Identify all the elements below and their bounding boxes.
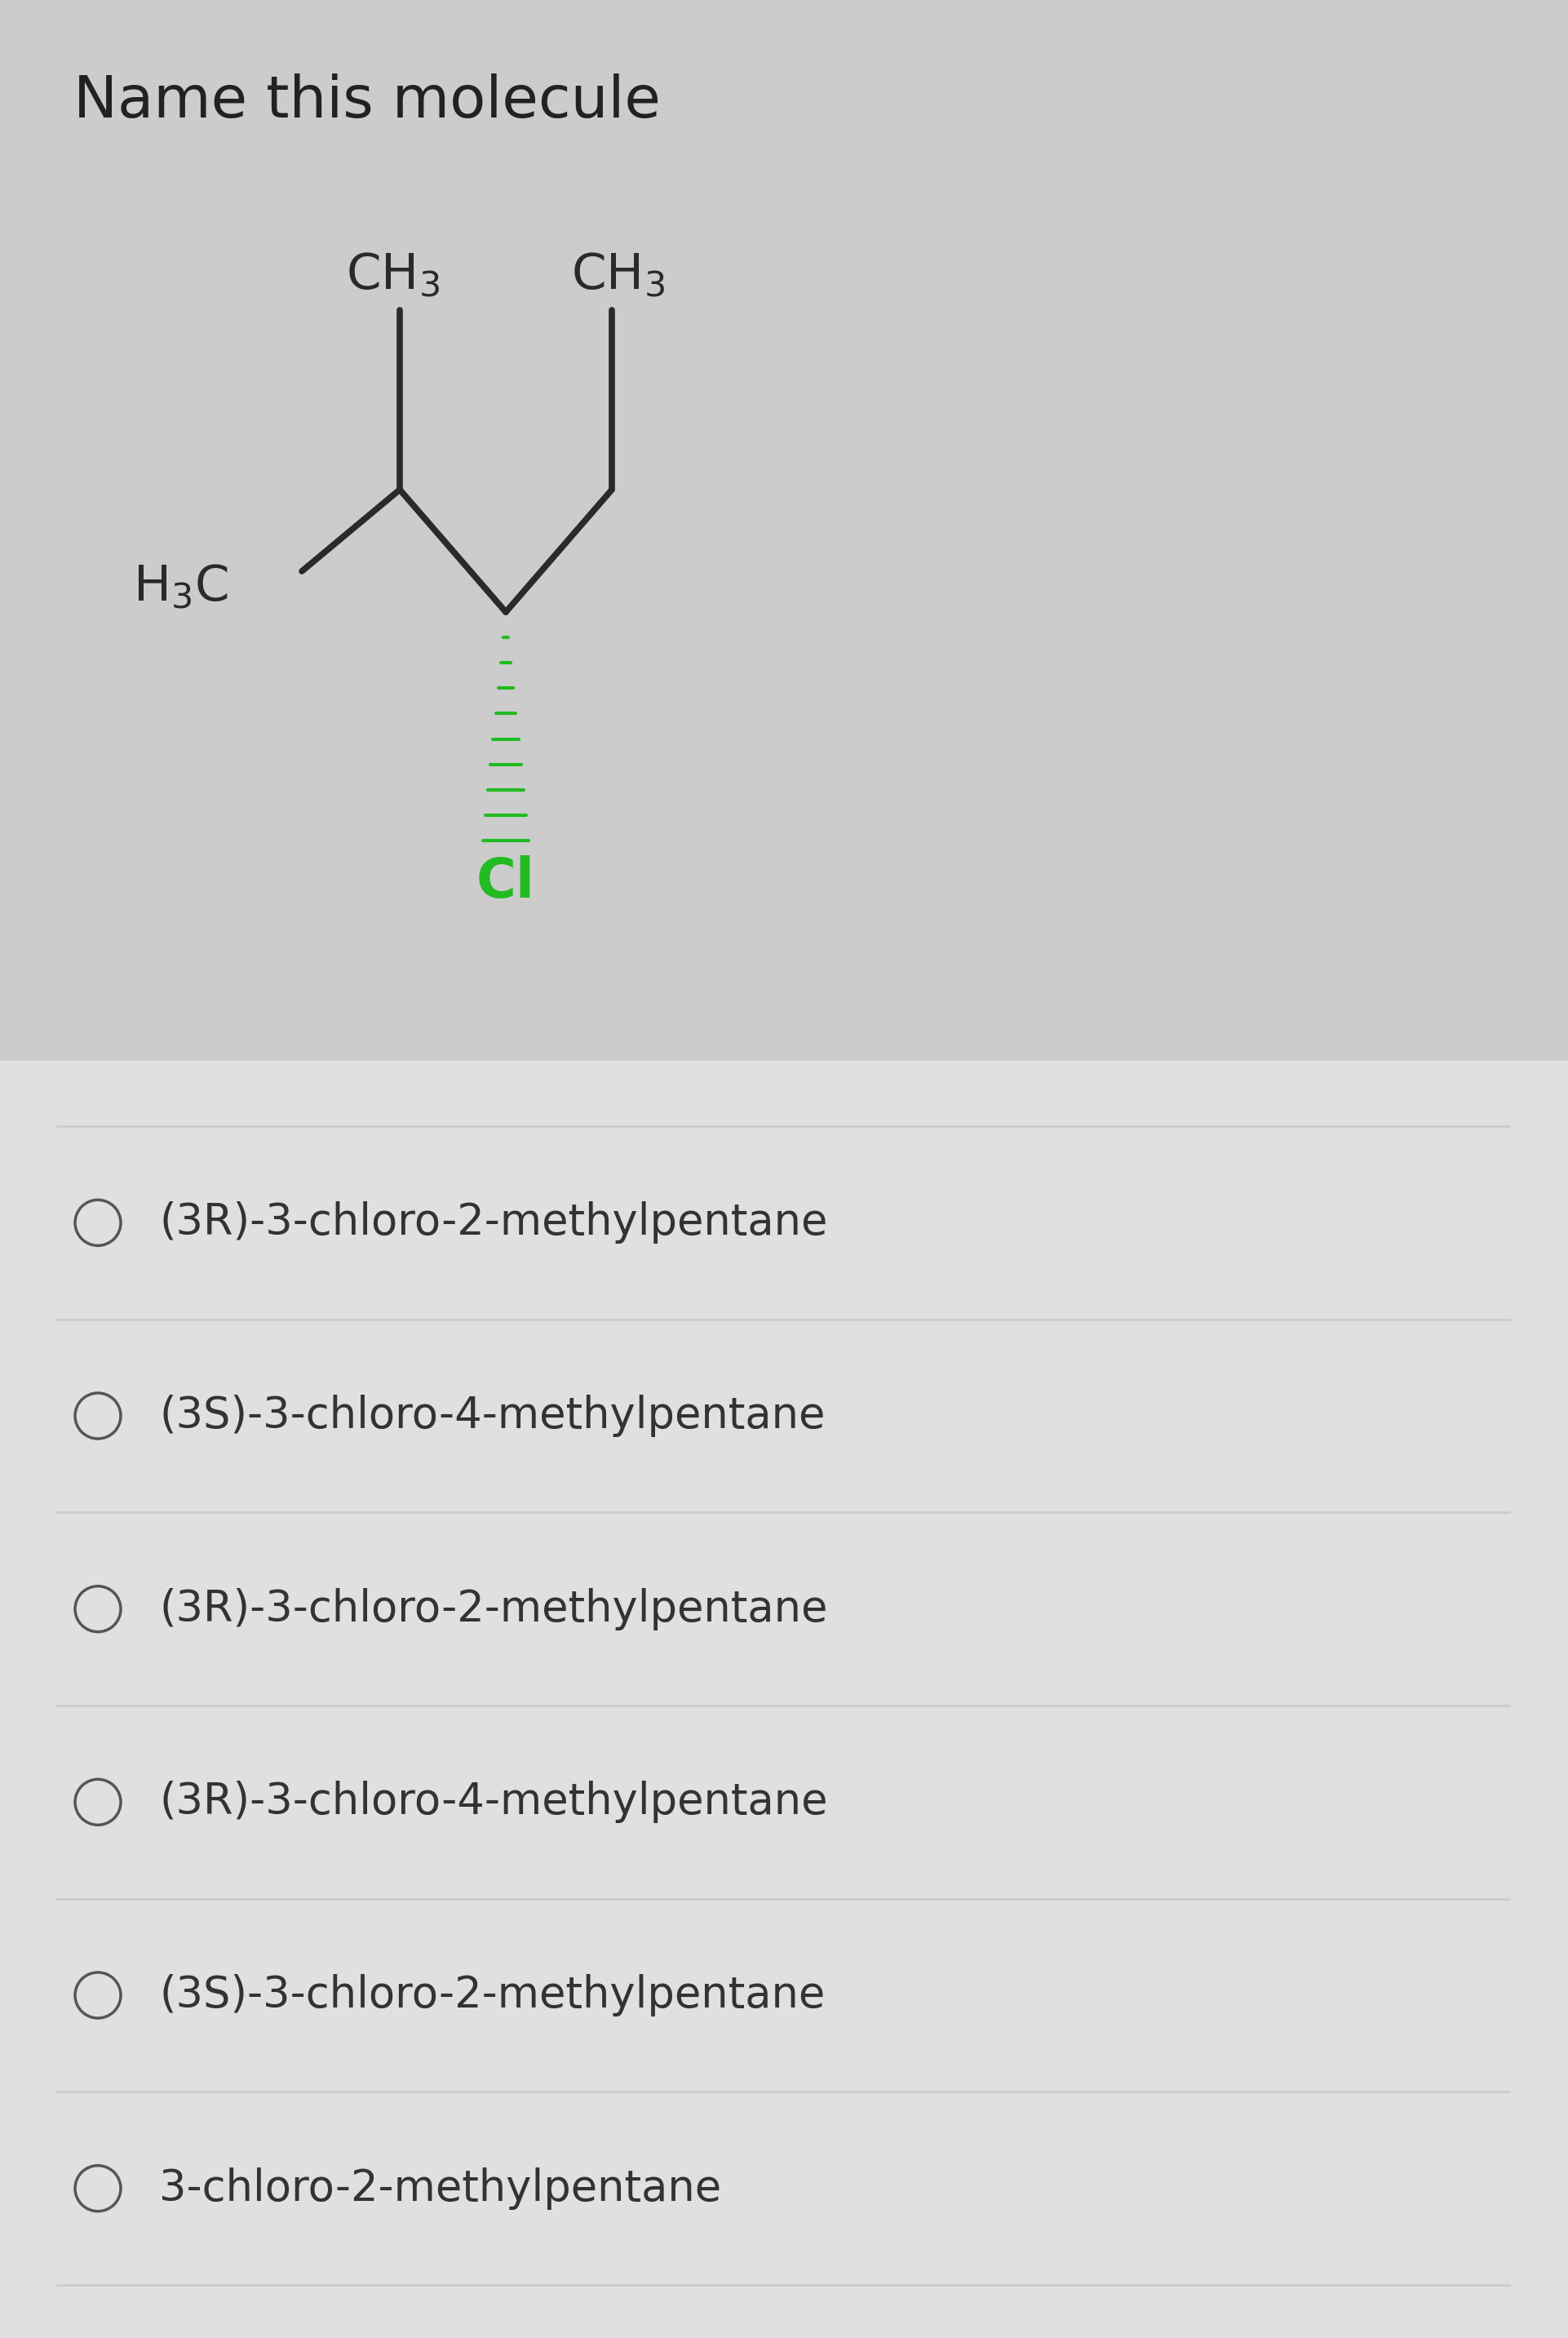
Text: Name this molecule: Name this molecule — [74, 72, 660, 129]
Text: (3R)-3-chloro-2-methylpentane: (3R)-3-chloro-2-methylpentane — [158, 1202, 828, 1244]
Text: (3S)-3-chloro-2-methylpentane: (3S)-3-chloro-2-methylpentane — [158, 1973, 825, 2015]
Text: (3R)-3-chloro-2-methylpentane: (3R)-3-chloro-2-methylpentane — [158, 1588, 828, 1630]
Text: CH$_3$: CH$_3$ — [347, 253, 441, 299]
Text: Cl: Cl — [477, 856, 535, 909]
Text: (3S)-3-chloro-4-methylpentane: (3S)-3-chloro-4-methylpentane — [158, 1396, 825, 1438]
Text: (3R)-3-chloro-4-methylpentane: (3R)-3-chloro-4-methylpentane — [158, 1782, 828, 1824]
Text: H$_3$C: H$_3$C — [133, 563, 229, 613]
Text: CH$_3$: CH$_3$ — [571, 253, 665, 299]
Bar — [0, 1061, 1568, 2338]
Text: 3-chloro-2-methylpentane: 3-chloro-2-methylpentane — [158, 2167, 721, 2209]
